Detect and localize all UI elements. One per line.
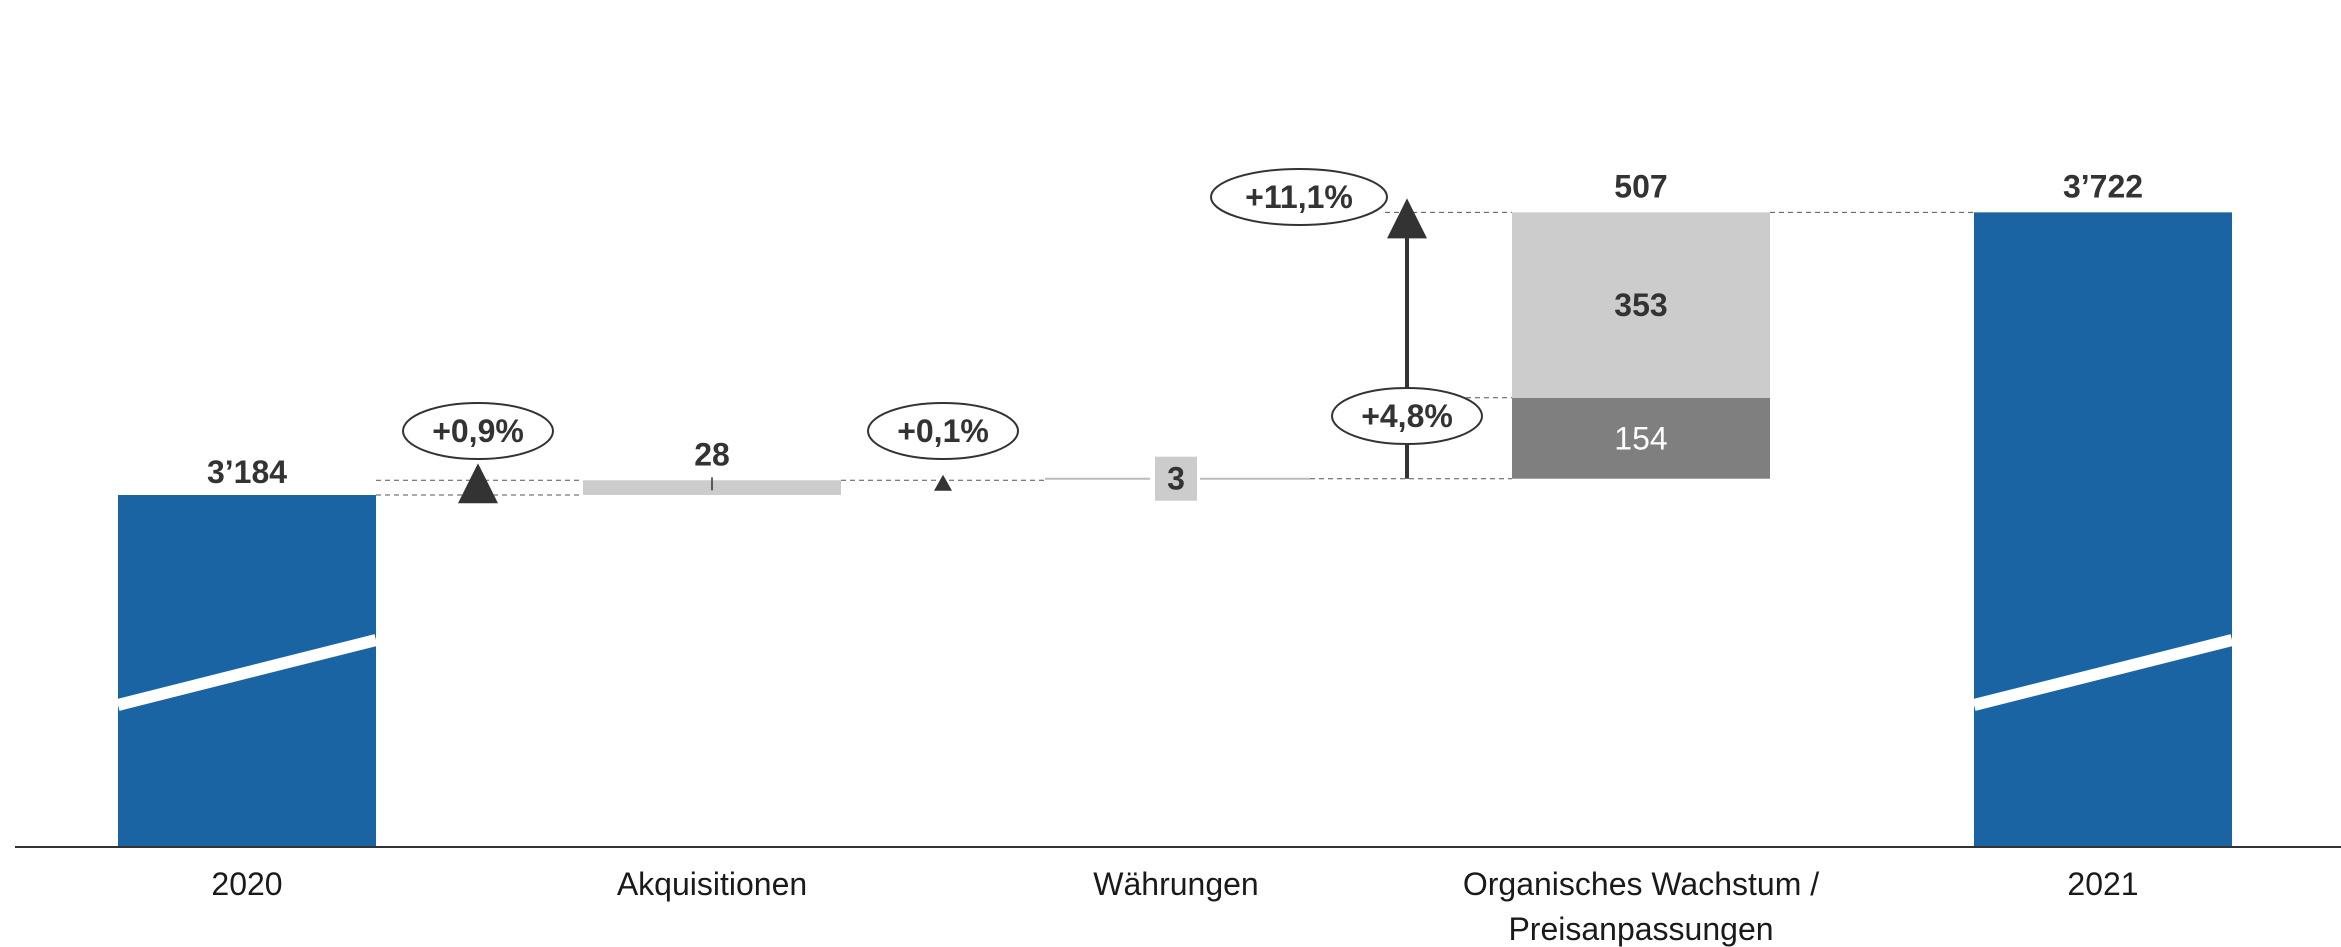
pct-bubble-waehrungen bbox=[867, 402, 1019, 460]
category-label-akquisitionen: Akquisitionen bbox=[617, 866, 807, 902]
value-label-segment-353: 353 bbox=[1614, 287, 1667, 323]
pct-label-segment-lower: +4,8% bbox=[1361, 398, 1453, 434]
value-label-2020: 3’184 bbox=[207, 454, 287, 490]
value-label-segment-154: 154 bbox=[1614, 420, 1667, 456]
pct-bubble-segment-lower bbox=[1331, 387, 1483, 445]
value-label-waehrungen: 3 bbox=[1167, 461, 1185, 497]
bar-2021 bbox=[1974, 212, 2232, 848]
category-label-2021: 2021 bbox=[2067, 866, 2138, 902]
bars-layer bbox=[116, 212, 2234, 848]
category-label-organisch-line1: Organisches Wachstum / bbox=[1463, 866, 1819, 902]
value-label-2021: 3’722 bbox=[2063, 168, 2143, 204]
bar-waehrungen bbox=[1155, 456, 1197, 501]
pct-label-akquisitionen: +0,9% bbox=[432, 413, 524, 449]
bar-2021-break-mark bbox=[1972, 634, 2234, 711]
category-label-waehrungen: Währungen bbox=[1093, 866, 1258, 902]
pct-bubble-akquisitionen bbox=[402, 402, 554, 460]
percentage-bubbles bbox=[402, 168, 1483, 460]
arrow-waehrungen bbox=[934, 474, 952, 491]
value-label-akquisitionen: 28 bbox=[694, 436, 730, 472]
pct-bubble-segment-upper bbox=[1210, 168, 1388, 226]
bar-organisch-segment-upper bbox=[1512, 212, 1770, 398]
bar-2020-break-mark bbox=[116, 634, 378, 711]
pct-label-segment-upper: +11,1% bbox=[1245, 179, 1353, 215]
pct-label-waehrungen: +0,1% bbox=[897, 413, 989, 449]
bar-organisch-segment-lower bbox=[1512, 397, 1770, 479]
value-label-organisch-total: 507 bbox=[1614, 168, 1667, 204]
category-label-2020: 2020 bbox=[211, 866, 282, 902]
category-label-organisch-line2: Preisanpassungen bbox=[1508, 911, 1773, 947]
